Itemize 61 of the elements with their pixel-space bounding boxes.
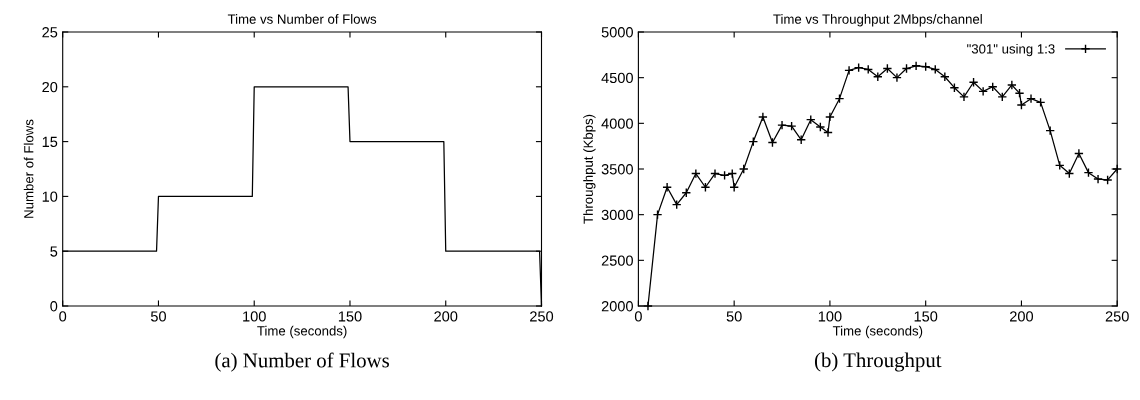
point xyxy=(690,168,701,179)
point xyxy=(997,91,1008,102)
point xyxy=(892,72,902,83)
y-tick-label: 4000 xyxy=(601,118,633,129)
point xyxy=(1045,125,1056,136)
x-tick-label: 50 xyxy=(726,311,742,322)
point xyxy=(911,60,921,71)
point xyxy=(1074,148,1084,159)
y-tick-label: 15 xyxy=(42,136,58,148)
y-tick-label: 3000 xyxy=(601,209,633,221)
point xyxy=(1102,175,1113,185)
x-tick-label: 200 xyxy=(1010,311,1034,322)
point xyxy=(825,112,835,122)
point xyxy=(1007,80,1017,90)
x-tick-label: 150 xyxy=(914,311,938,322)
point xyxy=(796,134,807,145)
y-tick-label: 5 xyxy=(50,246,58,257)
point xyxy=(939,71,950,82)
y-tick-label: 2000 xyxy=(601,301,633,312)
y-tick-label: 2500 xyxy=(601,255,633,266)
point xyxy=(823,127,833,138)
y-tick-label: 25 xyxy=(42,27,58,38)
x-axis-title: Time (seconds) xyxy=(832,325,923,339)
x-tick-label: 0 xyxy=(634,311,642,322)
point xyxy=(978,86,988,97)
x-tick-label: 100 xyxy=(243,311,266,322)
point xyxy=(959,91,969,102)
y-tick-label: 4500 xyxy=(601,72,633,84)
x-tick-label: 250 xyxy=(1105,311,1129,322)
x-tick-label: 250 xyxy=(530,311,554,322)
point xyxy=(815,122,826,132)
point xyxy=(662,182,672,193)
point xyxy=(758,112,768,122)
y-axis-title: Number of Flows xyxy=(23,119,34,218)
point xyxy=(786,121,797,131)
x-tick-label: 50 xyxy=(150,311,166,322)
text: (a) Number of Flows xyxy=(215,352,389,372)
x-tick-label: 150 xyxy=(338,311,362,322)
y-tick-label: 10 xyxy=(42,191,58,202)
x-axis-title: Time (seconds) xyxy=(257,325,347,339)
point xyxy=(1016,100,1027,110)
y-axis-title: Throughput (Kbps) xyxy=(583,114,596,224)
point xyxy=(1093,174,1103,184)
legend-label: "301" using 1:3 xyxy=(967,43,1055,57)
y-tick-label: 0 xyxy=(50,301,58,312)
point xyxy=(1014,88,1025,99)
chart-title: Time vs Throughput 2Mbps/channel xyxy=(773,14,982,27)
point xyxy=(1026,93,1036,104)
point xyxy=(710,168,720,179)
y-tick-label: 5000 xyxy=(601,27,633,38)
text: (b) Throughput xyxy=(814,352,942,372)
point xyxy=(729,182,740,193)
point xyxy=(844,65,854,76)
y-tick-label: 3500 xyxy=(601,164,633,175)
point xyxy=(777,120,787,131)
x-tick-label: 200 xyxy=(434,311,458,322)
y-tick-label: 20 xyxy=(42,81,58,93)
x-tick-label: 0 xyxy=(59,311,67,322)
point xyxy=(738,164,749,174)
chart-title: Time vs Number of Flows xyxy=(227,14,377,24)
x-tick-label: 100 xyxy=(818,311,842,322)
